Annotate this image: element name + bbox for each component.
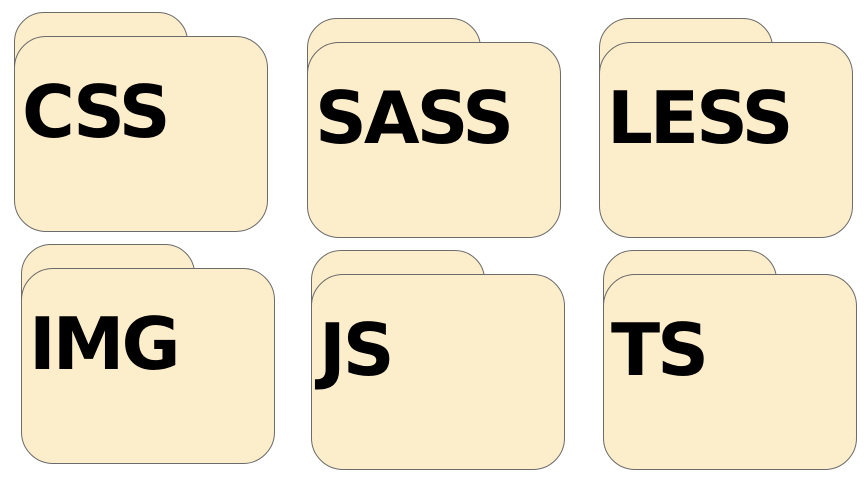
folder-icon [599,42,853,238]
folder-label: TS [611,308,709,392]
folder-sass[interactable]: SASS [307,18,561,238]
folder-less[interactable]: LESS [599,18,853,238]
folder-img[interactable]: IMG [21,244,275,464]
folder-icon [311,274,565,470]
folder-icon [14,36,268,232]
folder-icon [21,268,275,464]
folder-label: IMG [29,302,181,386]
folder-icon [307,42,561,238]
folder-label: JS [319,308,395,392]
folder-label: CSS [22,70,171,154]
folder-css[interactable]: CSS [14,12,268,232]
folder-label: SASS [315,76,514,160]
folder-ts[interactable]: TS [603,250,857,470]
folder-icon [603,274,857,470]
folder-label: LESS [607,76,794,160]
folder-js[interactable]: JS [311,250,565,470]
